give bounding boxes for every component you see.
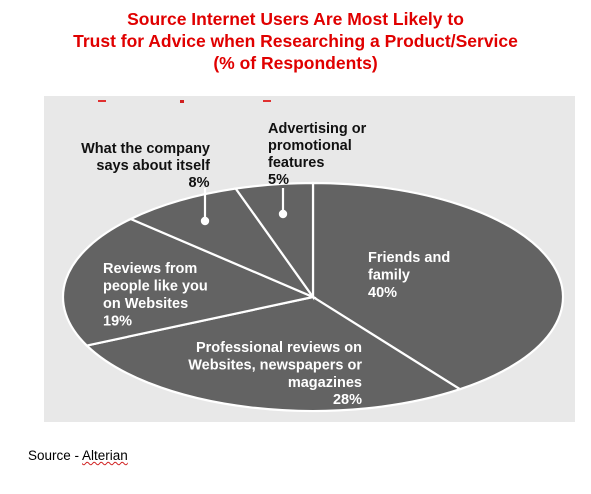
slice-value-label-3: 19%: [103, 314, 132, 330]
panel-top-mark: [263, 100, 271, 102]
slice-label-5-line-3: features: [268, 155, 324, 171]
slice-label-3-line-1: Reviews from: [103, 261, 197, 277]
pie-slice-3: [61, 217, 317, 347]
panel-top-mark: [180, 100, 184, 103]
chart-title-line-1: Source Internet Users Are Most Likely to: [127, 9, 464, 29]
slice-label-3-line-2: people like you: [103, 279, 208, 295]
pie-slice-5: [233, 181, 315, 301]
slice-label-2-line-3: magazines: [288, 375, 362, 391]
pie-slices: [61, 181, 565, 413]
chart-title-line-3: (% of Respondents): [213, 53, 378, 73]
slice-value-label-2: 28%: [333, 392, 362, 408]
pie-slice-2: [84, 295, 463, 413]
slice-label-5-line-1: Advertising or: [268, 121, 367, 137]
slice-value-label-5: 5%: [268, 172, 289, 188]
pie-slice-1: [311, 181, 565, 391]
leader-dot-5: [278, 209, 288, 219]
chart-title: Source Internet Users Are Most Likely to…: [0, 8, 591, 74]
source-note: Source - Alterian: [28, 448, 128, 463]
slice-label-1-line-2: family: [368, 268, 410, 284]
source-prefix: Source -: [28, 448, 83, 463]
slice-value-label-1: 40%: [368, 285, 397, 301]
slice-label-4-line-1: What the company: [81, 141, 210, 157]
slice-label-3-line-3: on Websites: [103, 296, 188, 312]
pie-slice-4: [128, 187, 317, 300]
slice-value-label-4: 8%: [189, 175, 210, 191]
source-name: Alterian: [82, 448, 128, 463]
slice-label-5-line-2: promotional: [268, 138, 352, 154]
leader-dot-4: [200, 216, 210, 226]
slice-label-4-line-2: says about itself: [96, 158, 210, 174]
slice-label-2-line-1: Professional reviews on: [196, 340, 362, 356]
panel-top-mark: [98, 100, 106, 102]
slice-label-1-line-1: Friends and: [368, 250, 450, 266]
slice-label-2-line-2: Websites, newspapers or: [188, 358, 362, 374]
chart-title-line-2: Trust for Advice when Researching a Prod…: [73, 31, 518, 51]
